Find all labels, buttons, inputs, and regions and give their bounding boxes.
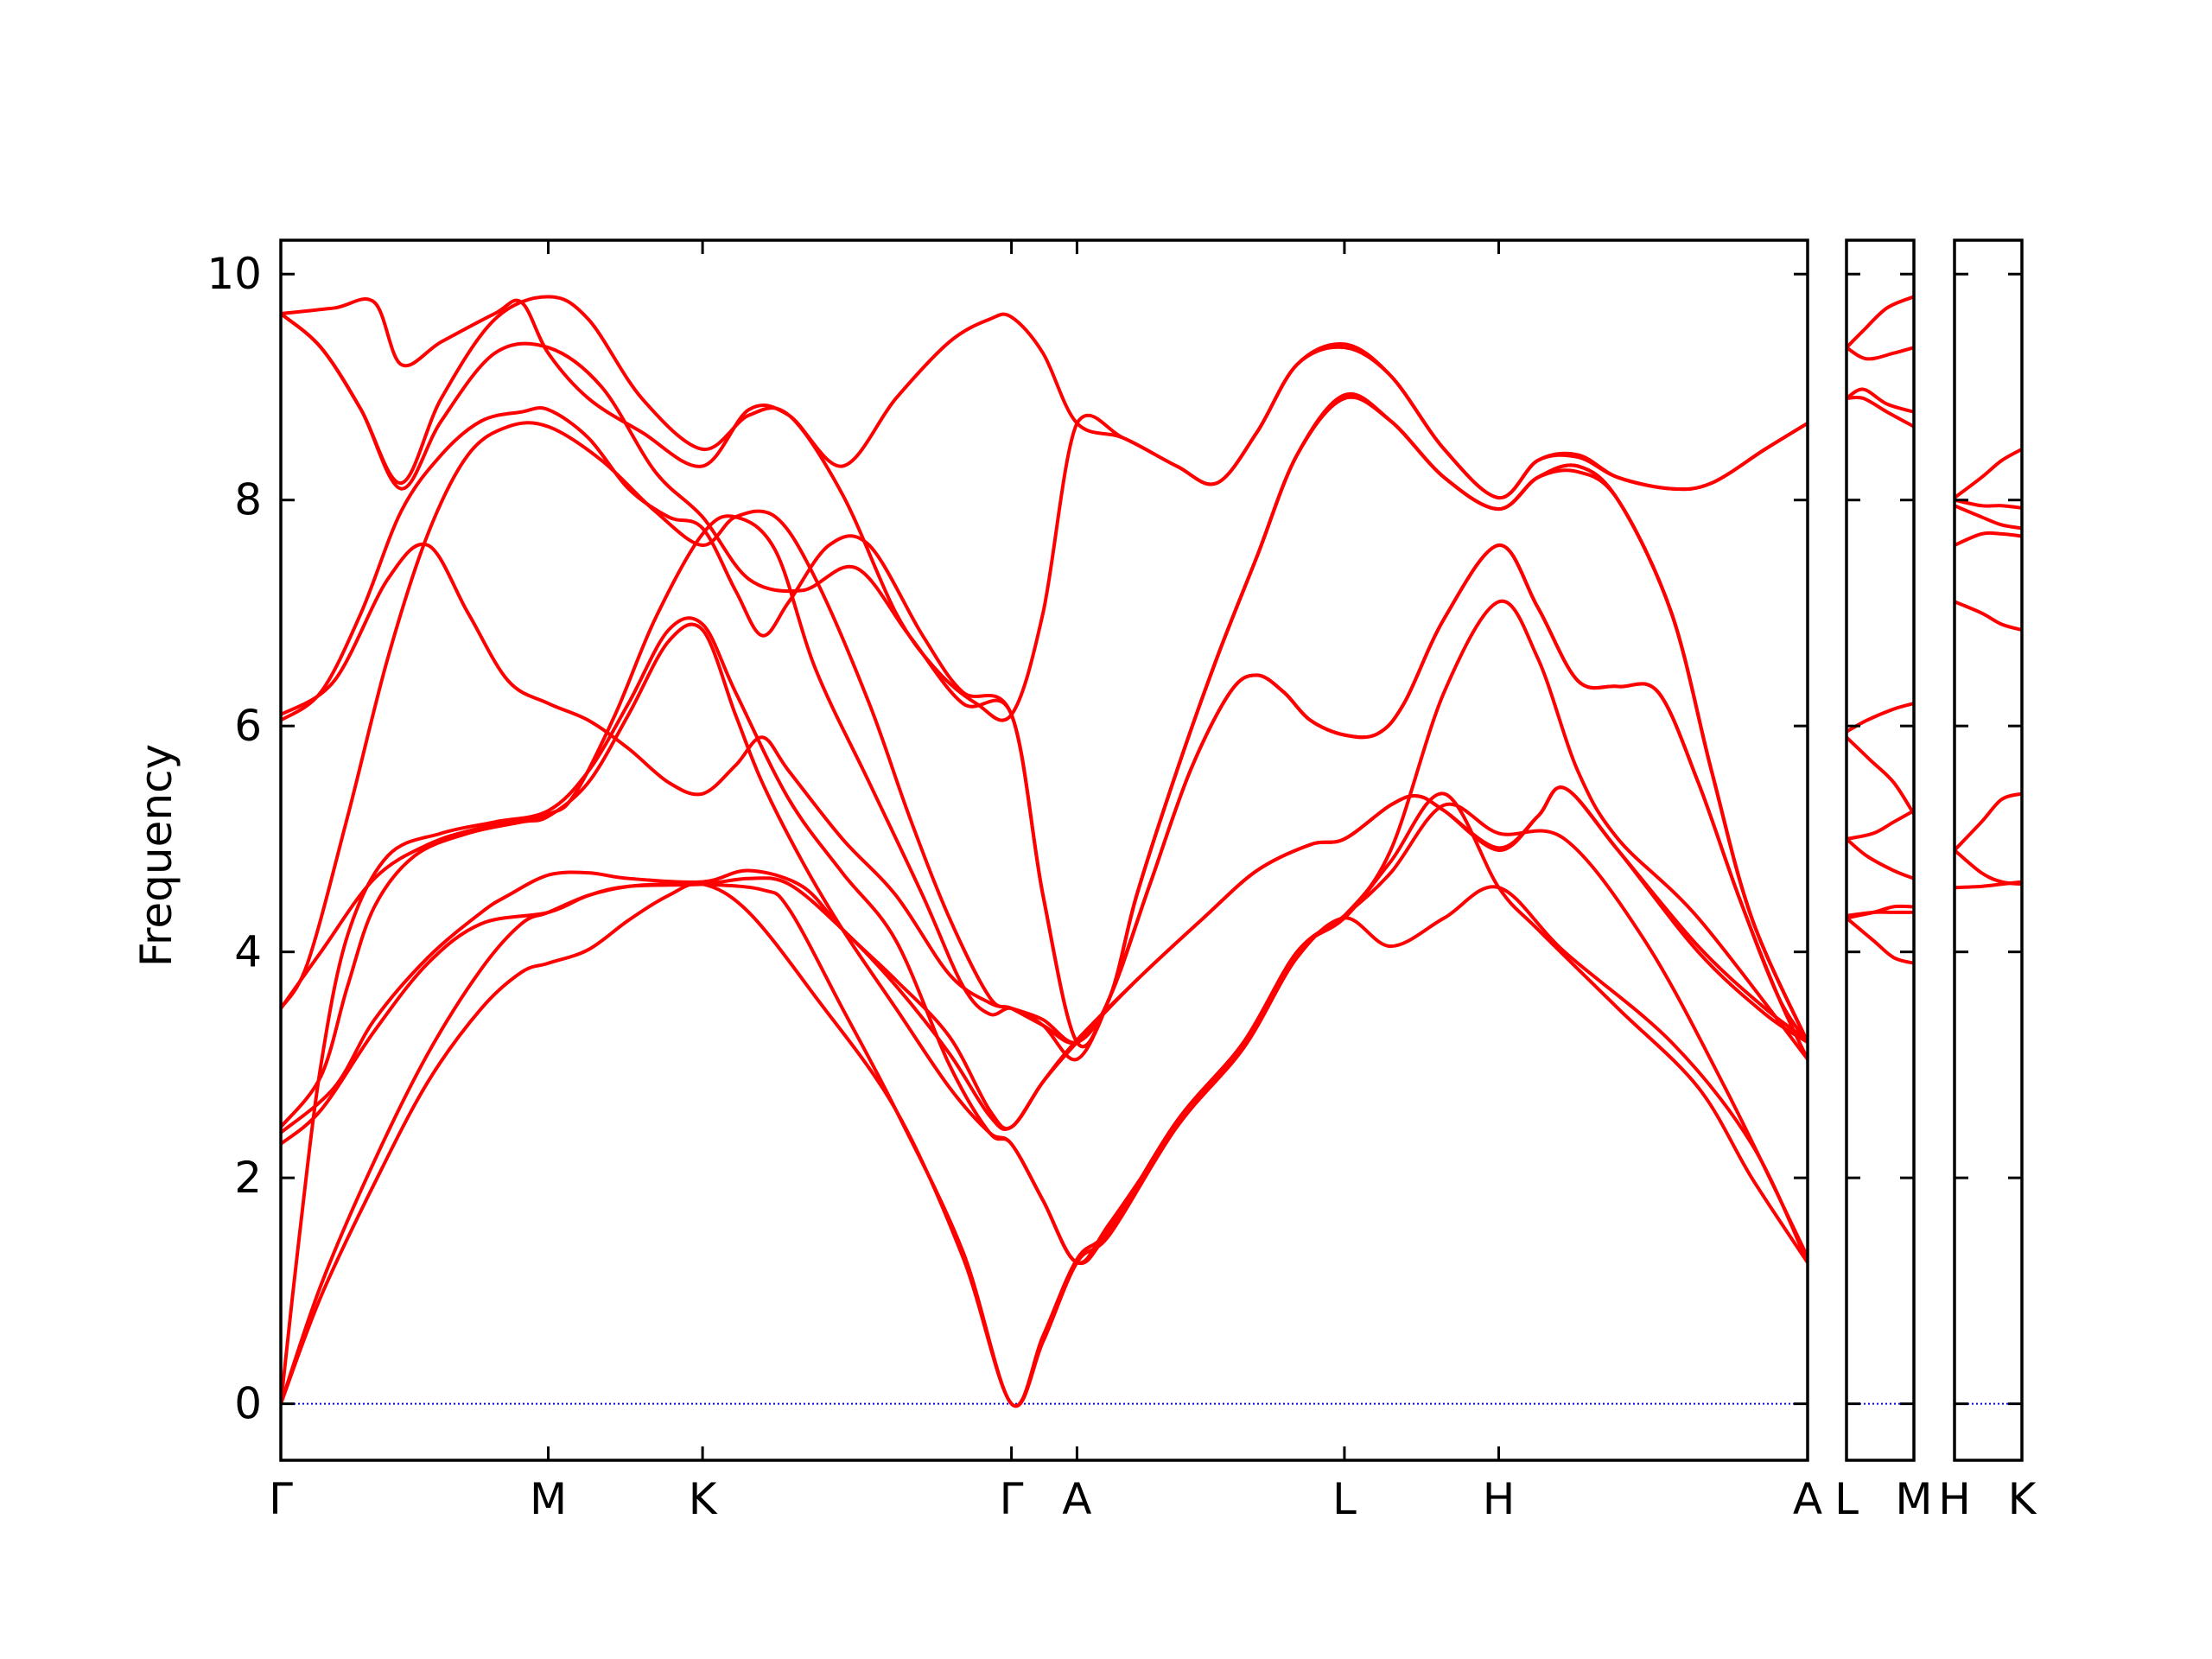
y-tick-label: 6 — [234, 701, 262, 751]
x-tick-label: K — [2008, 1474, 2037, 1524]
band-line-LM-4 — [1847, 702, 1914, 734]
band-line-main-5 — [281, 622, 1808, 1266]
x-tick-label: L — [1834, 1474, 1859, 1524]
y-tick-label: 0 — [234, 1379, 262, 1429]
panel-frame — [279, 238, 1809, 1462]
band-line-LM-1 — [1847, 346, 1914, 361]
bands — [1955, 447, 2022, 890]
y-tick-label: 8 — [234, 475, 262, 525]
band-line-LM-5 — [1847, 735, 1914, 817]
band-line-main-6 — [281, 514, 1808, 1062]
y-tick-label: 10 — [207, 249, 262, 299]
band-line-main-11 — [281, 295, 1808, 722]
band-line-LM-9 — [1847, 904, 1914, 920]
band-line-HK-4 — [1955, 600, 2022, 632]
band-line-HK-2 — [1955, 504, 2022, 531]
x-tick-label: M — [530, 1474, 567, 1524]
x-tick-label: A — [1062, 1474, 1091, 1524]
x-tick-label: K — [689, 1474, 718, 1524]
y-tick-label: 4 — [234, 927, 262, 977]
band-line-LM-2 — [1847, 387, 1914, 414]
band-line-HK-3 — [1955, 531, 2022, 547]
band-line-HK-6 — [1955, 849, 2022, 887]
bands — [1847, 295, 1914, 965]
band-line-main-8 — [281, 395, 1808, 1045]
band-line-LM-6 — [1847, 809, 1914, 841]
band-line-LM-10 — [1847, 916, 1914, 965]
band-line-main-10 — [281, 311, 1808, 1061]
x-tick-label: M — [1895, 1474, 1932, 1524]
band-line-main-0 — [281, 881, 1808, 1408]
x-tick-label: Γ — [269, 1474, 293, 1524]
x-tick-label: H — [1938, 1474, 1971, 1524]
band-line-HK-1 — [1955, 498, 2022, 510]
band-line-LM-7 — [1847, 836, 1914, 880]
band-line-HK-0 — [1955, 447, 2022, 500]
y-axis-label: Frequency — [131, 744, 181, 967]
band-line-main-9 — [281, 391, 1808, 1049]
panel-frame — [1953, 238, 2024, 1462]
band-line-HK-5 — [1955, 791, 2022, 852]
x-tick-label: H — [1483, 1474, 1516, 1524]
x-tick-label: Γ — [1000, 1474, 1024, 1524]
band-line-main-1 — [281, 802, 1808, 1408]
bands — [281, 295, 1808, 1408]
band-line-LM-3 — [1847, 395, 1914, 429]
panel-frame — [1845, 238, 1916, 1462]
band-line-HK-7 — [1955, 880, 2022, 890]
y-tick-label: 2 — [234, 1153, 262, 1203]
band-line-LM-0 — [1847, 295, 1914, 350]
x-tick-label: L — [1332, 1474, 1357, 1524]
band-line-main-2 — [281, 599, 1808, 1406]
x-tick-label: A — [1793, 1474, 1822, 1524]
band-line-main-4 — [281, 785, 1808, 1135]
band-line-main-12 — [281, 297, 1808, 500]
band-line-main-7 — [281, 395, 1808, 1046]
